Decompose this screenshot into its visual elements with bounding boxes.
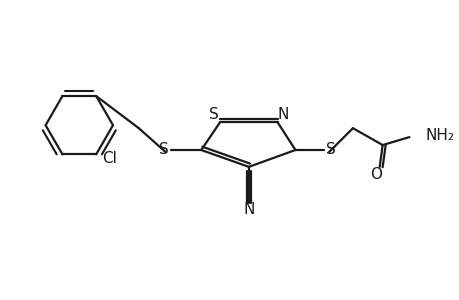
Text: NH₂: NH₂ xyxy=(425,128,453,142)
Text: S: S xyxy=(325,142,335,157)
Text: Cl: Cl xyxy=(102,151,117,166)
Text: O: O xyxy=(369,167,381,182)
Text: S: S xyxy=(158,142,168,157)
Text: N: N xyxy=(277,107,289,122)
Text: N: N xyxy=(243,202,254,217)
Text: S: S xyxy=(209,107,218,122)
